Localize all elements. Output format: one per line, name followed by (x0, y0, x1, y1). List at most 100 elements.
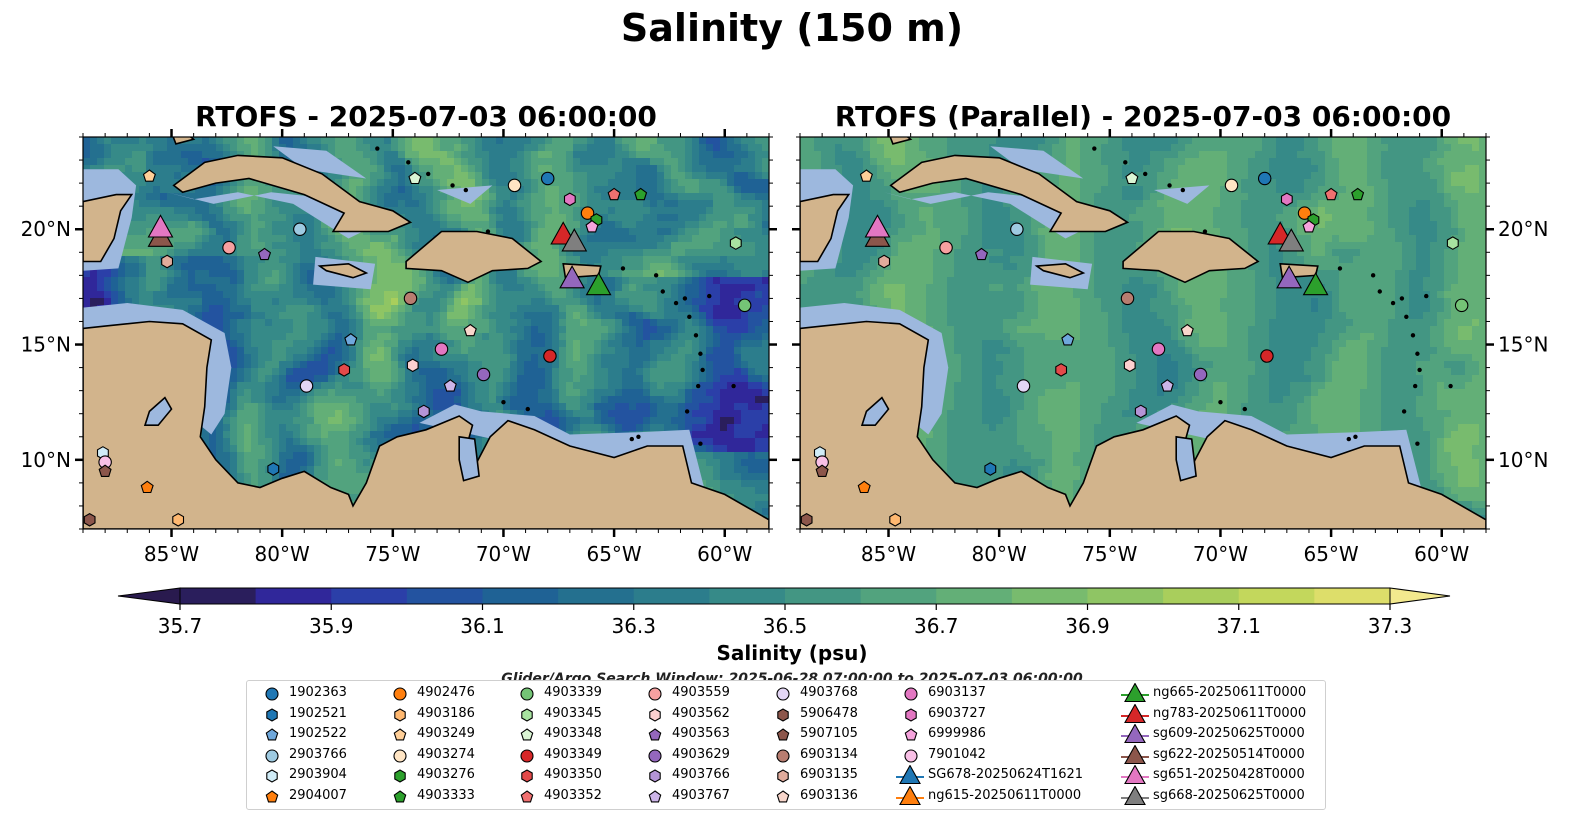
legend-marker (394, 769, 406, 783)
lon-tick-label: 60°W (697, 542, 752, 566)
legend-label: 4903348 (544, 726, 602, 741)
legend-marker (1121, 683, 1149, 703)
marker-6903134 (403, 291, 418, 306)
colorbar-segment (1314, 588, 1391, 604)
legend-marker (905, 707, 917, 722)
legend-marker (520, 687, 534, 701)
small-island (485, 229, 491, 234)
map-frame (82, 136, 770, 530)
legend-label: 6903135 (800, 767, 858, 782)
small-island (450, 183, 455, 188)
small-island (1417, 367, 1422, 373)
marker-4903345 (729, 236, 742, 250)
marker-4903629 (476, 367, 491, 382)
legend-marker (896, 765, 924, 785)
small-island (1218, 399, 1223, 405)
colorbar-segment (709, 588, 786, 604)
small-island (1404, 314, 1409, 320)
panel-title-rtofs-parallel: RTOFS (Parallel) - 2025-07-03 06:00:00 (834, 100, 1452, 133)
legend-marker (649, 707, 661, 722)
marker-4903348 (408, 171, 422, 185)
legend-symbol (520, 748, 534, 763)
lon-tick-label: 70°W (476, 542, 531, 566)
legend-symbol (904, 728, 918, 741)
legend-symbol (776, 728, 790, 741)
small-island (1242, 406, 1247, 412)
legend-label: 4903274 (417, 746, 475, 762)
lat-tick-label: 20°N (21, 217, 71, 241)
marker-6903137 (434, 342, 449, 356)
marker-2904007 (140, 480, 154, 494)
colorbar-tick-label: 35.9 (309, 614, 354, 638)
land-mass (1034, 262, 1086, 279)
legend-label: 4903766 (672, 767, 730, 782)
marker-4903186 (889, 512, 902, 527)
legend-label: 5907105 (800, 726, 858, 741)
colorbar-tick-label: 37.1 (1216, 614, 1261, 638)
colorbar-extend-max (1389, 587, 1451, 605)
colorbar-segment (936, 588, 1013, 604)
map-frame (799, 136, 1487, 530)
colorbar-segment (1011, 588, 1089, 604)
marker-4903767 (1160, 379, 1174, 392)
marker-5906478 (800, 512, 813, 527)
legend-label: sg622-20250514T0000 (1153, 746, 1305, 762)
legend-marker (1121, 765, 1149, 785)
marker-4903562 (1123, 358, 1136, 373)
marker-4902476 (1297, 206, 1312, 220)
legend-marker (776, 687, 790, 701)
small-island (1412, 383, 1418, 389)
legend-symbol (266, 707, 278, 722)
marker-4903339 (1454, 298, 1469, 313)
marker-6903727 (1280, 192, 1293, 207)
map-panel-rtofs: 85°W 80°W 75°W 70°W 65°W 60°W 20°N 15°N 10°N (21, 129, 777, 566)
legend-marker (648, 687, 662, 701)
legend-triangle (1124, 703, 1146, 723)
colorbar-tick-label: 37.3 (1368, 614, 1413, 638)
legend-label: ng783-20250611T0000 (1153, 705, 1307, 721)
marker-4903350 (338, 363, 351, 377)
marker-4903350 (1055, 363, 1068, 377)
lat-tick-label: 15°N (21, 333, 71, 357)
legend-label: 4903249 (417, 726, 475, 741)
small-island (1370, 273, 1376, 278)
land-mass (889, 154, 1130, 233)
colorbar-segment (331, 588, 408, 604)
legend-marker (1121, 703, 1149, 723)
legend-marker (520, 728, 534, 741)
colorbar-tick-label: 36.7 (914, 614, 959, 638)
legend-label: ng665-20250611T0000 (1153, 685, 1307, 700)
legend-label: 1902521 (289, 705, 347, 721)
legend-triangle (1124, 744, 1146, 764)
land-mass (889, 137, 913, 145)
lake (458, 435, 480, 482)
small-island (1167, 183, 1172, 188)
colorbar-segment (406, 588, 484, 604)
marker-4903333 (1351, 187, 1365, 201)
legend-triangle (899, 765, 921, 785)
small-island (653, 273, 659, 278)
marker-sg668-20250625T0000 (1278, 228, 1305, 252)
lon-tick-label: 85°W (861, 542, 916, 566)
marker-6999986 (585, 220, 599, 233)
legend-marker (393, 728, 407, 741)
legend-label: 4903629 (672, 746, 730, 762)
small-island (1337, 266, 1343, 271)
legend-marker (648, 748, 662, 763)
small-island (731, 383, 736, 389)
legend-symbol (648, 789, 662, 802)
legend-label: 5906478 (800, 705, 858, 721)
legend-marker (776, 728, 790, 741)
legend-marker (648, 728, 662, 741)
marker-6903135 (878, 254, 891, 269)
marker-sg668-20250625T0000 (561, 228, 588, 252)
marker-6903136 (463, 323, 477, 337)
lon-tick-label: 60°W (1414, 542, 1469, 566)
lon-tick-label: 65°W (1303, 542, 1358, 566)
land-mass (800, 193, 851, 263)
marker-4903563 (974, 247, 989, 261)
legend-marker (776, 748, 790, 763)
legend-symbol (265, 789, 279, 802)
small-island (1415, 351, 1420, 356)
